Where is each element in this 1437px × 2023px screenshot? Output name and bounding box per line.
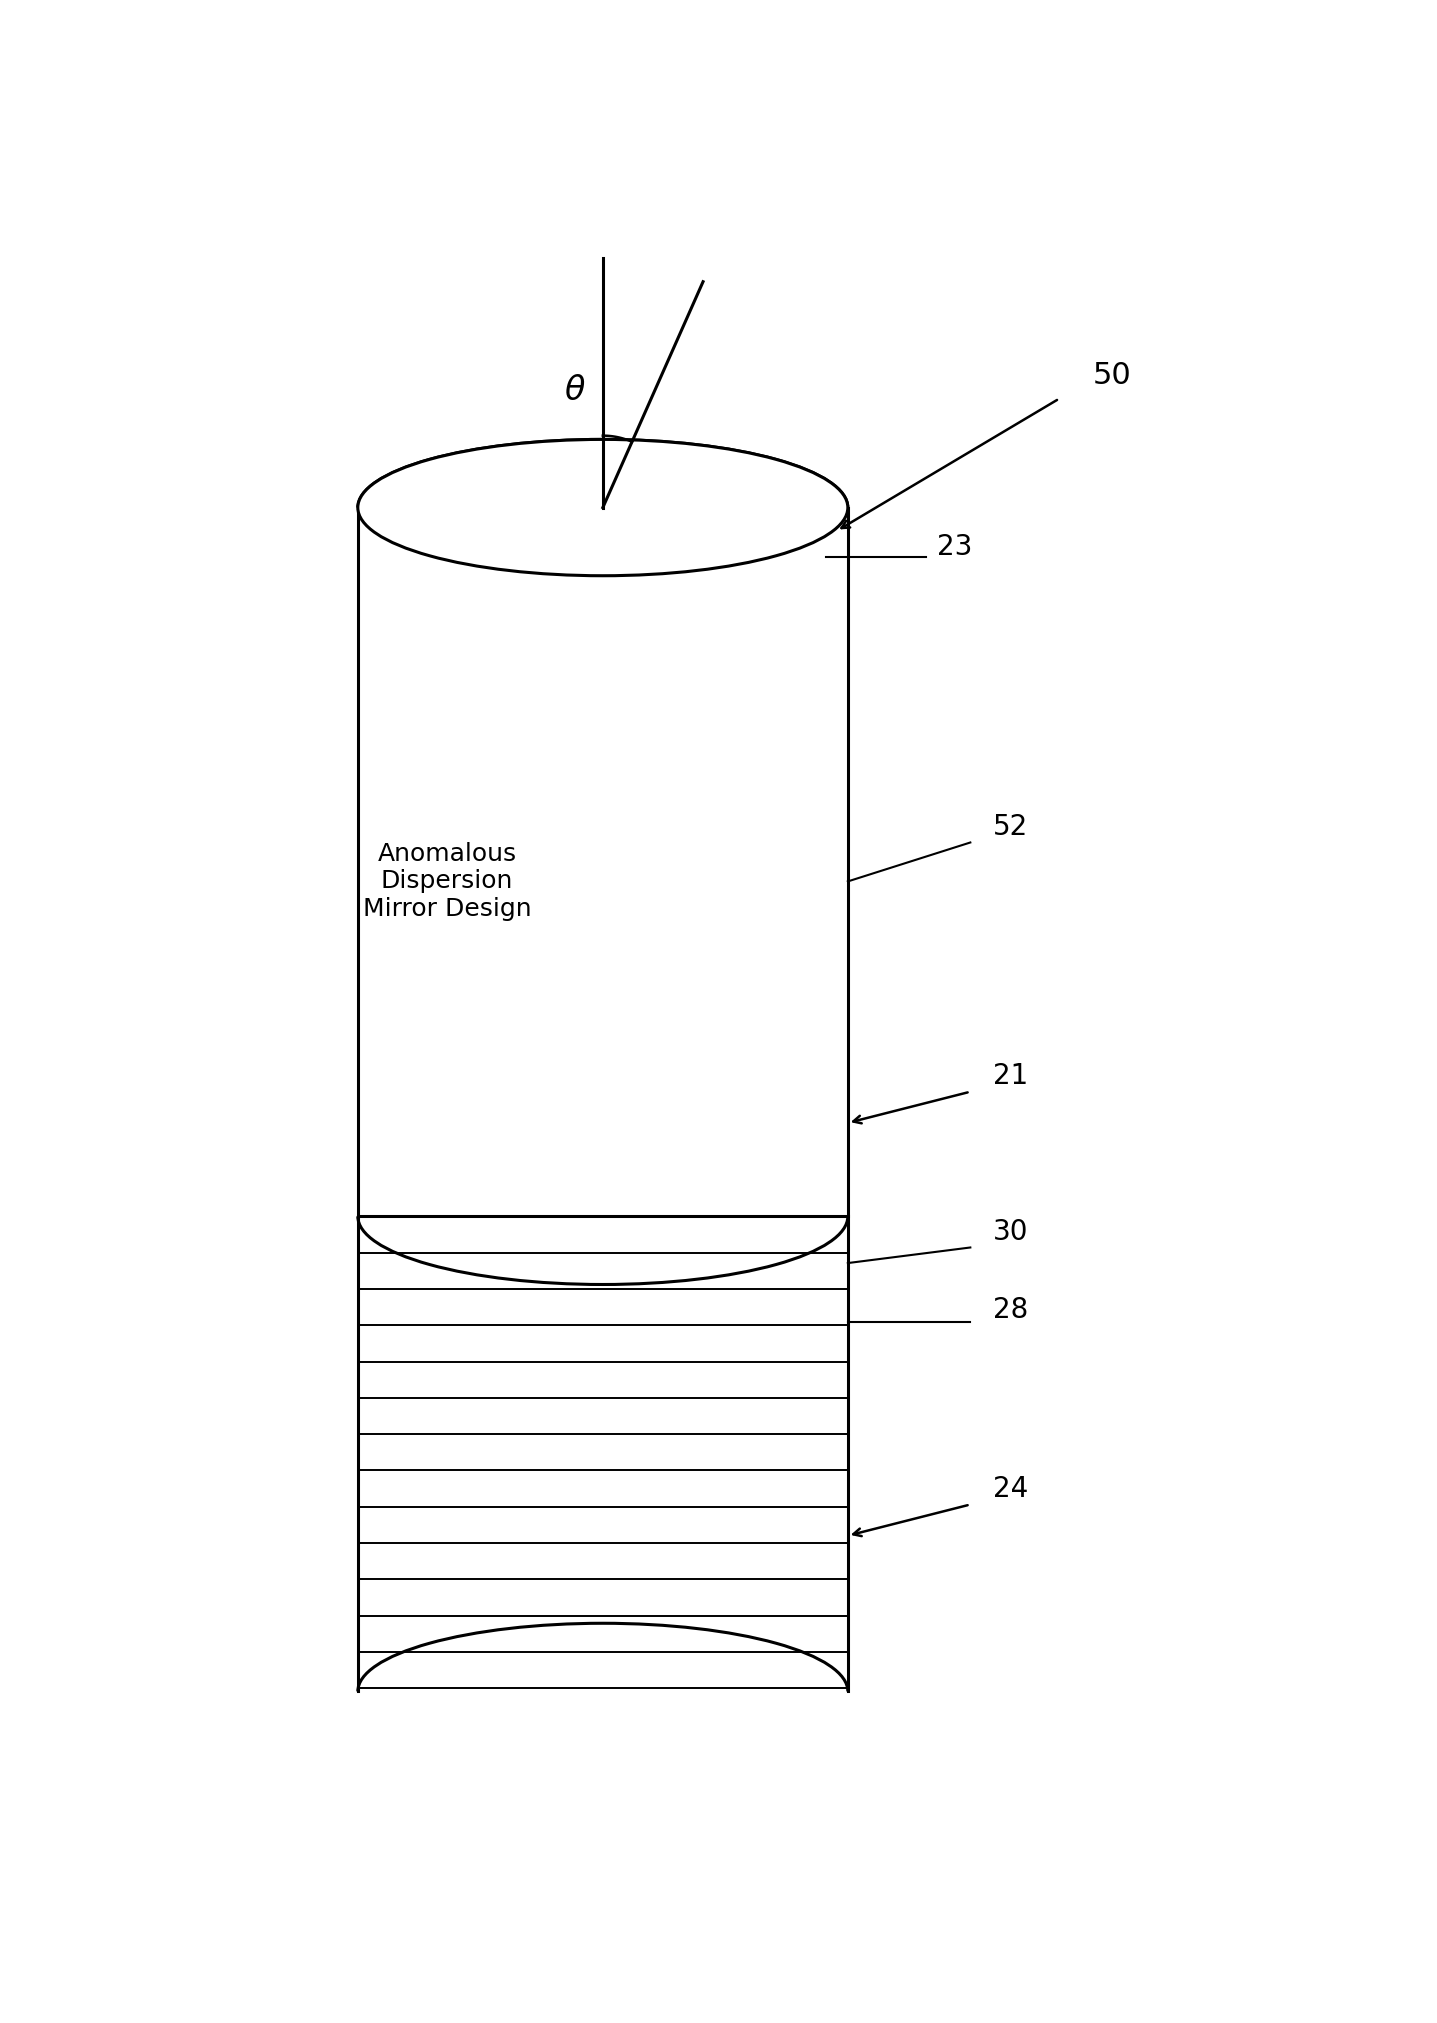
Text: 23: 23: [937, 532, 973, 560]
Text: $\theta$: $\theta$: [565, 374, 586, 407]
Ellipse shape: [358, 439, 848, 577]
Text: 24: 24: [993, 1475, 1027, 1503]
FancyBboxPatch shape: [358, 1216, 848, 1689]
Text: Anomalous
Dispersion
Mirror Design: Anomalous Dispersion Mirror Design: [362, 842, 532, 920]
Text: 30: 30: [993, 1218, 1027, 1246]
FancyBboxPatch shape: [358, 508, 848, 1216]
Text: 50: 50: [1092, 360, 1131, 390]
Text: 28: 28: [993, 1297, 1027, 1323]
Text: 52: 52: [993, 813, 1027, 842]
Text: 21: 21: [993, 1062, 1027, 1090]
